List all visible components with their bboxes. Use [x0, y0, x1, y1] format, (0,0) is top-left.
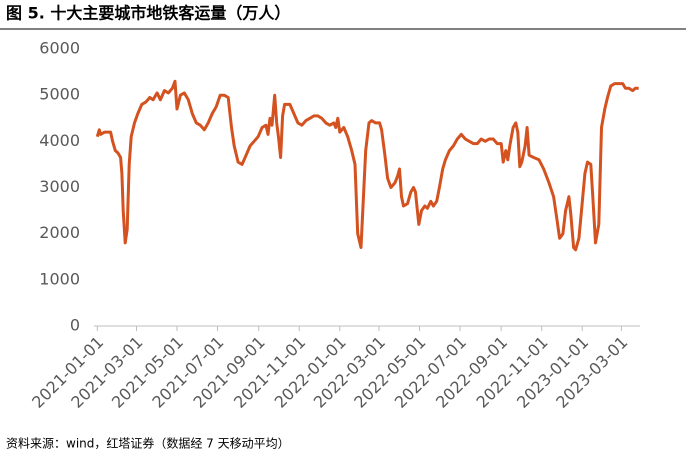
data-line: [95, 79, 639, 252]
source-note: 资料来源：wind，红塔证券（数据经 7 天移动平均）: [6, 436, 290, 451]
y-tick-label: 6000: [39, 39, 80, 58]
chart-title: 图 5. 十大主要城市地铁客运量（万人）: [6, 4, 290, 23]
y-tick-label: 4000: [39, 131, 80, 150]
y-tick-label: 3000: [39, 177, 80, 196]
y-tick-label: 5000: [39, 85, 80, 104]
y-tick-label: 2000: [39, 223, 80, 242]
y-tick-label: 0: [70, 316, 80, 335]
y-tick-label: 1000: [39, 269, 80, 288]
